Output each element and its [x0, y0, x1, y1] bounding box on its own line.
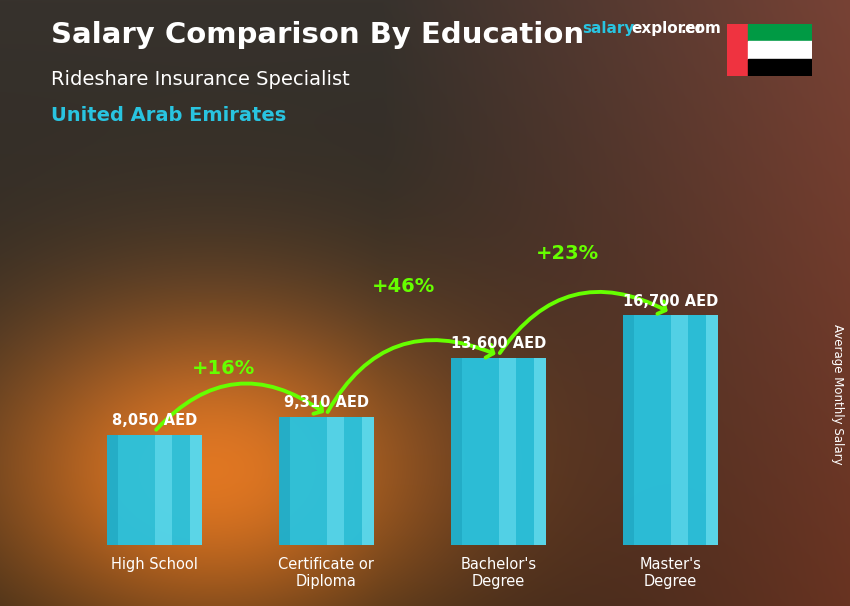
Bar — [362, 417, 373, 545]
Bar — [156, 435, 173, 545]
Bar — [672, 315, 688, 545]
Text: 16,700 AED: 16,700 AED — [622, 293, 718, 308]
Bar — [279, 417, 291, 545]
Bar — [534, 358, 546, 545]
Text: +46%: +46% — [372, 277, 435, 296]
Bar — [706, 315, 717, 545]
Bar — [190, 435, 201, 545]
Bar — [499, 358, 516, 545]
Text: 8,050 AED: 8,050 AED — [111, 413, 197, 428]
Bar — [107, 435, 201, 545]
Text: Average Monthly Salary: Average Monthly Salary — [830, 324, 844, 464]
Text: +16%: +16% — [191, 359, 255, 379]
Text: 9,310 AED: 9,310 AED — [284, 395, 369, 410]
Bar — [623, 315, 634, 545]
Bar — [748, 24, 812, 41]
Text: salary: salary — [582, 21, 635, 36]
Bar — [727, 24, 748, 76]
Bar — [748, 59, 812, 76]
Bar — [451, 358, 462, 545]
Text: explorer: explorer — [632, 21, 704, 36]
Text: Rideshare Insurance Specialist: Rideshare Insurance Specialist — [51, 70, 349, 88]
Text: United Arab Emirates: United Arab Emirates — [51, 106, 286, 125]
Bar — [623, 315, 717, 545]
Bar — [279, 417, 373, 545]
Bar — [327, 417, 344, 545]
Text: .com: .com — [681, 21, 722, 36]
Bar — [748, 41, 812, 59]
Text: Salary Comparison By Education: Salary Comparison By Education — [51, 21, 584, 49]
Bar — [451, 358, 546, 545]
Bar — [107, 435, 118, 545]
Text: 13,600 AED: 13,600 AED — [450, 336, 546, 351]
Text: +23%: +23% — [536, 244, 598, 263]
